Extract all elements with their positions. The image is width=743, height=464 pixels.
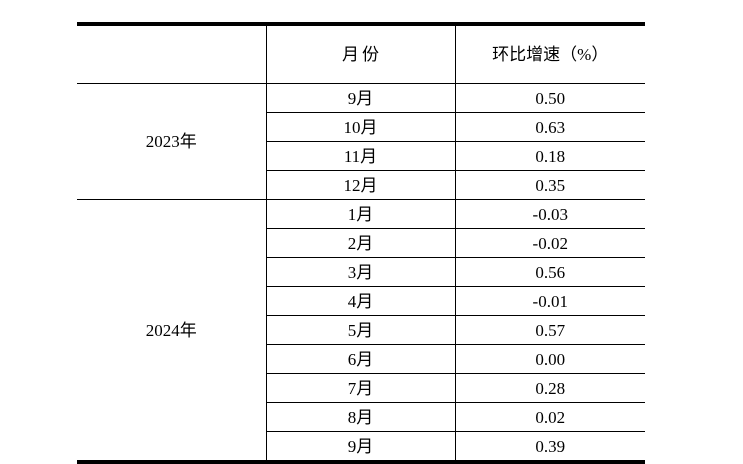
table-row: 12月 0.35 [77,170,645,200]
table-row: 9月 0.39 [77,431,645,463]
table-header-row: 月份 环比增速（%） [77,24,645,84]
value-cell: 0.39 [454,431,645,463]
value-cell: 0.56 [454,257,645,287]
year-header-cell [77,24,266,84]
value-cell: 0.63 [454,112,645,142]
year-cell-2023: 2023年 [77,83,266,200]
month-cell: 6月 [265,344,455,374]
month-cell: 4月 [265,286,455,316]
table-row: 2024年 1月 -0.03 [77,199,645,463]
month-cell: 11月 [265,141,455,171]
table-row: 5月 0.57 [77,315,645,345]
value-cell: -0.01 [454,286,645,316]
month-header-cell: 月份 [265,24,455,84]
mom-growth-table: 月份 环比增速（%） 2023年 9月 0.50 10月 0.63 11月 0.… [77,22,645,464]
value-cell: -0.03 [454,199,645,229]
month-cell: 7月 [265,373,455,403]
growth-header-label: 环比增速（%） [492,45,609,64]
month-cell: 10月 [265,112,455,142]
value-cell: 0.28 [454,373,645,403]
month-cell: 5月 [265,315,455,345]
table-row: 3月 0.56 [77,257,645,287]
month-cell: 1月 [265,199,455,229]
month-cell: 3月 [265,257,455,287]
table-row: 6月 0.00 [77,344,645,374]
month-cell: 12月 [265,170,455,200]
month-cell: 2月 [265,228,455,258]
value-cell: 0.35 [454,170,645,200]
value-cell: 0.50 [454,83,645,113]
value-cell: 0.02 [454,402,645,432]
table-row: 10月 0.63 [77,112,645,142]
month-cell: 9月 [265,431,455,463]
table-row: 2023年 9月 0.50 [77,83,645,200]
table-row: 7月 0.28 [77,373,645,403]
table-row: 2月 -0.02 [77,228,645,258]
value-cell: 0.18 [454,141,645,171]
month-cell: 9月 [265,83,455,113]
table-row: 8月 0.02 [77,402,645,432]
value-cell: 0.00 [454,344,645,374]
growth-header-cell: 环比增速（%） [454,24,645,84]
year-cell-2024: 2024年 [77,199,266,463]
month-header-label: 月份 [342,45,382,64]
value-cell: 0.57 [454,315,645,345]
table-row: 11月 0.18 [77,141,645,171]
table-row: 4月 -0.01 [77,286,645,316]
value-cell: -0.02 [454,228,645,258]
month-cell: 8月 [265,402,455,432]
